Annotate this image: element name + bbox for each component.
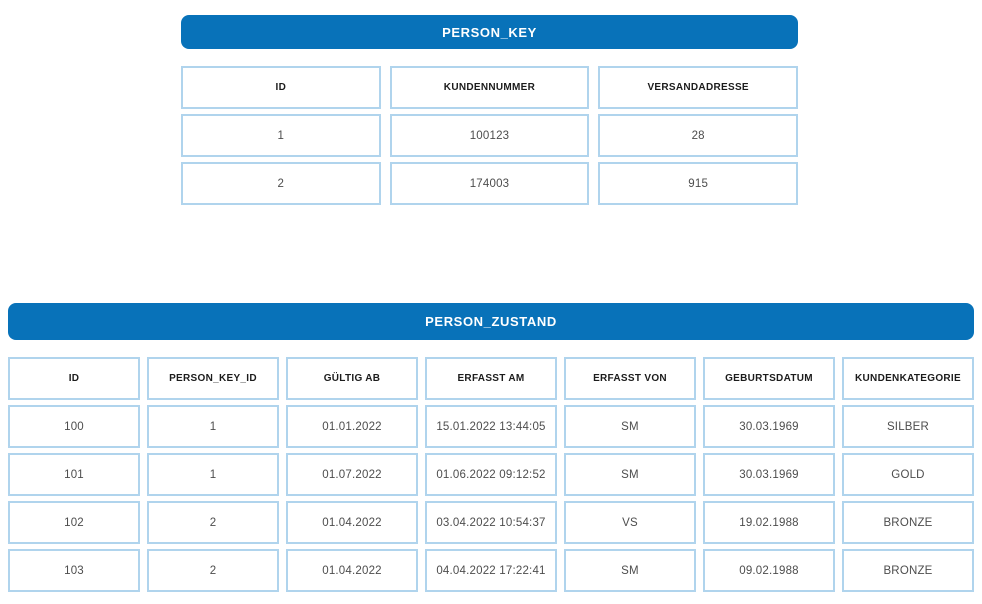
table-person-key: PERSON_KEY ID KUNDENNUMMER VERSANDADRESSE 1… <box>181 15 798 205</box>
data-cell: 2 <box>181 162 381 205</box>
column-header-cell: ERFASST VON <box>564 357 696 400</box>
table-person-zustand: PERSON_ZUSTAND ID PERSON_KEY_ID GÜLTIG AB E… <box>8 303 974 592</box>
data-cell: 100 <box>8 405 140 448</box>
data-cell: 915 <box>598 162 798 205</box>
data-cell: 15.01.2022 13:44:05 <box>425 405 557 448</box>
data-cell: 2 <box>147 549 279 592</box>
data-cell: 30.03.1969 <box>703 405 835 448</box>
data-cell: 1 <box>147 405 279 448</box>
data-cell: BRONZE <box>842 501 974 544</box>
table-title-person-key: PERSON_KEY <box>181 15 798 49</box>
column-header-cell: ERFASST AM <box>425 357 557 400</box>
data-cell: 28 <box>598 114 798 157</box>
table-title-person-zustand: PERSON_ZUSTAND <box>8 303 974 340</box>
data-cell: 03.04.2022 10:54:37 <box>425 501 557 544</box>
data-cell: 01.07.2022 <box>286 453 418 496</box>
column-header-cell: ID <box>181 66 381 109</box>
table-grid-person-zustand: ID PERSON_KEY_ID GÜLTIG AB ERFASST AM ERFASS… <box>8 357 974 592</box>
column-header-cell: PERSON_KEY_ID <box>147 357 279 400</box>
data-cell: 01.06.2022 09:12:52 <box>425 453 557 496</box>
data-cell: GOLD <box>842 453 974 496</box>
table-grid-person-key: ID KUNDENNUMMER VERSANDADRESSE 1 100123 28 2 17… <box>181 66 798 205</box>
column-header-cell: GEBURTSDATUM <box>703 357 835 400</box>
data-cell: 01.04.2022 <box>286 501 418 544</box>
data-cell: SM <box>564 405 696 448</box>
data-cell: 100123 <box>389 114 590 157</box>
column-header-cell: ID <box>8 357 140 400</box>
data-cell: 1 <box>181 114 381 157</box>
data-cell: SM <box>564 549 696 592</box>
data-cell: 19.02.1988 <box>703 501 835 544</box>
data-cell: 2 <box>147 501 279 544</box>
data-cell: 103 <box>8 549 140 592</box>
column-header-cell: VERSANDADRESSE <box>598 66 798 109</box>
data-cell: 01.01.2022 <box>286 405 418 448</box>
column-header-cell: KUNDENKATEGORIE <box>842 357 974 400</box>
data-cell: 1 <box>147 453 279 496</box>
data-cell: 01.04.2022 <box>286 549 418 592</box>
data-cell: SM <box>564 453 696 496</box>
data-cell: VS <box>564 501 696 544</box>
data-cell: 174003 <box>389 162 590 205</box>
column-header-cell: KUNDENNUMMER <box>389 66 590 109</box>
data-cell: SILBER <box>842 405 974 448</box>
data-cell: BRONZE <box>842 549 974 592</box>
data-cell: 102 <box>8 501 140 544</box>
data-cell: 30.03.1969 <box>703 453 835 496</box>
data-cell: 09.02.1988 <box>703 549 835 592</box>
data-cell: 101 <box>8 453 140 496</box>
data-cell: 04.04.2022 17:22:41 <box>425 549 557 592</box>
column-header-cell: GÜLTIG AB <box>286 357 418 400</box>
